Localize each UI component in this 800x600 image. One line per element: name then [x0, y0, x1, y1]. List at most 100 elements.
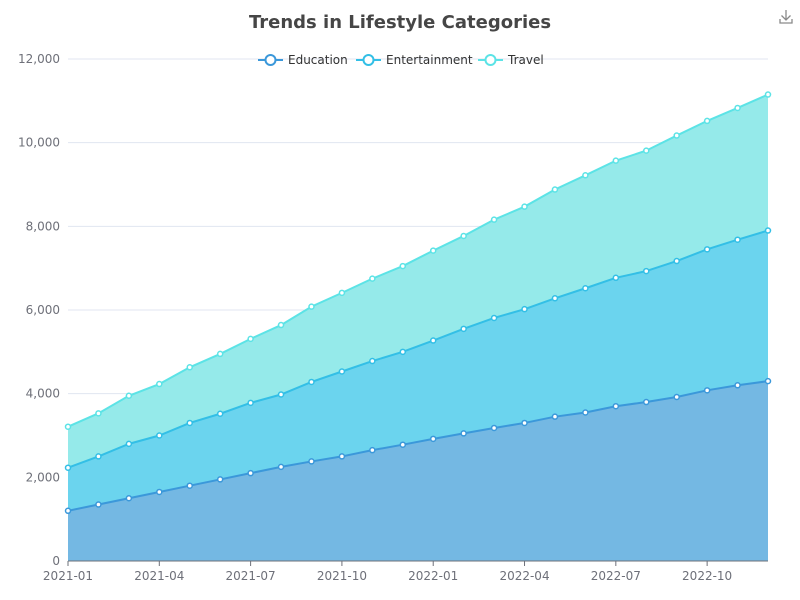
- data-point-education: [308, 458, 315, 465]
- y-tick-label: 2,000: [26, 470, 60, 484]
- data-point-entertainment: [673, 257, 680, 265]
- x-tick-label: 2021-01: [43, 569, 93, 583]
- data-point-entertainment: [247, 399, 254, 407]
- legend-item-travel[interactable]: Travel: [478, 53, 544, 67]
- data-point-education: [186, 482, 193, 489]
- data-point-travel: [490, 216, 498, 223]
- x-tick-label: 2021-10: [317, 569, 367, 583]
- data-point-travel: [399, 262, 407, 270]
- line-travel: [67, 93, 769, 428]
- legend-label: Entertainment: [386, 53, 473, 67]
- data-point-education: [460, 430, 467, 437]
- data-point-entertainment: [338, 368, 346, 375]
- area-entertainment: [68, 230, 768, 511]
- data-point-travel: [643, 147, 650, 154]
- line-education: [67, 380, 769, 512]
- data-point-entertainment: [643, 267, 650, 275]
- data-point-education: [369, 446, 376, 454]
- data-point-entertainment: [125, 440, 133, 448]
- data-point-travel: [369, 275, 376, 282]
- data-point-entertainment: [216, 410, 224, 417]
- data-point-entertainment: [95, 453, 102, 460]
- data-point-entertainment: [156, 432, 163, 439]
- data-point-travel: [429, 247, 437, 254]
- data-point-education: [734, 382, 741, 389]
- data-point-travel: [764, 91, 772, 98]
- data-point-travel: [673, 132, 680, 139]
- y-tick-label: 8,000: [26, 219, 60, 233]
- data-point-entertainment: [369, 357, 376, 365]
- x-tick-label: 2022-01: [408, 569, 458, 583]
- data-point-entertainment: [277, 391, 285, 398]
- data-point-travel: [734, 104, 741, 112]
- data-point-entertainment: [64, 464, 72, 471]
- line-entertainment: [67, 229, 769, 469]
- x-tick-label: 2021-07: [226, 569, 276, 583]
- data-point-entertainment: [612, 274, 620, 282]
- data-point-travel: [582, 172, 589, 179]
- download-icon[interactable]: [779, 10, 793, 24]
- data-point-education: [551, 413, 559, 420]
- data-point-entertainment: [308, 378, 315, 386]
- data-point-travel: [308, 303, 315, 310]
- data-point-travel: [125, 392, 133, 400]
- legend-item-entertainment[interactable]: Entertainment: [356, 53, 473, 67]
- legend-item-education[interactable]: Education: [258, 53, 348, 67]
- x-tick-label: 2021-04: [134, 569, 184, 583]
- x-tick-label: 2022-07: [591, 569, 641, 583]
- data-point-entertainment: [399, 348, 407, 356]
- data-point-travel: [95, 410, 102, 417]
- data-point-travel: [551, 186, 559, 193]
- data-point-travel: [521, 203, 528, 210]
- data-point-travel: [216, 350, 224, 358]
- data-point-education: [64, 507, 72, 515]
- data-point-entertainment: [703, 246, 711, 253]
- data-point-travel: [612, 157, 620, 164]
- data-point-travel: [247, 335, 254, 343]
- data-point-travel: [64, 423, 72, 430]
- legend-marker-icon: [362, 54, 375, 66]
- data-point-entertainment: [764, 227, 772, 234]
- data-point-education: [521, 419, 528, 427]
- data-point-entertainment: [429, 337, 437, 344]
- data-point-education: [612, 402, 620, 410]
- data-point-education: [673, 393, 680, 401]
- data-points-layer: [64, 91, 772, 515]
- axes: 0 2,000 4,000 6,000 8,000 10,000 12,000 2021-01…: [18, 52, 768, 583]
- data-point-travel: [186, 364, 193, 371]
- data-point-entertainment: [521, 305, 528, 313]
- data-point-travel: [277, 321, 285, 329]
- area-education: [68, 381, 768, 561]
- data-point-travel: [156, 380, 163, 388]
- data-point-education: [399, 441, 407, 448]
- legend-label: Education: [288, 53, 348, 67]
- data-point-entertainment: [551, 295, 559, 302]
- data-point-education: [429, 435, 437, 443]
- data-point-education: [703, 387, 711, 394]
- data-point-entertainment: [734, 236, 741, 243]
- data-point-education: [156, 488, 163, 496]
- data-point-entertainment: [582, 284, 589, 292]
- data-point-entertainment: [460, 325, 467, 333]
- data-point-travel: [460, 232, 467, 240]
- area-travel: [68, 94, 768, 468]
- data-point-education: [277, 463, 285, 471]
- data-point-education: [247, 469, 254, 477]
- data-point-education: [643, 398, 650, 406]
- data-point-education: [490, 424, 498, 432]
- area-series-layer: [68, 94, 768, 561]
- data-point-education: [764, 377, 772, 385]
- y-tick-label: 10,000: [18, 136, 60, 150]
- legend-marker-icon: [264, 54, 277, 66]
- data-point-travel: [703, 117, 711, 125]
- line-series-layer: [67, 93, 769, 512]
- data-point-education: [216, 476, 224, 483]
- chart-title: Trends in Lifestyle Categories: [249, 12, 551, 33]
- x-tick-label: 2022-04: [499, 569, 549, 583]
- legend-label: Travel: [507, 53, 544, 67]
- data-point-education: [125, 495, 133, 502]
- y-tick-label: 6,000: [26, 303, 60, 317]
- y-tick-label: 4,000: [26, 387, 60, 401]
- data-point-entertainment: [490, 314, 498, 322]
